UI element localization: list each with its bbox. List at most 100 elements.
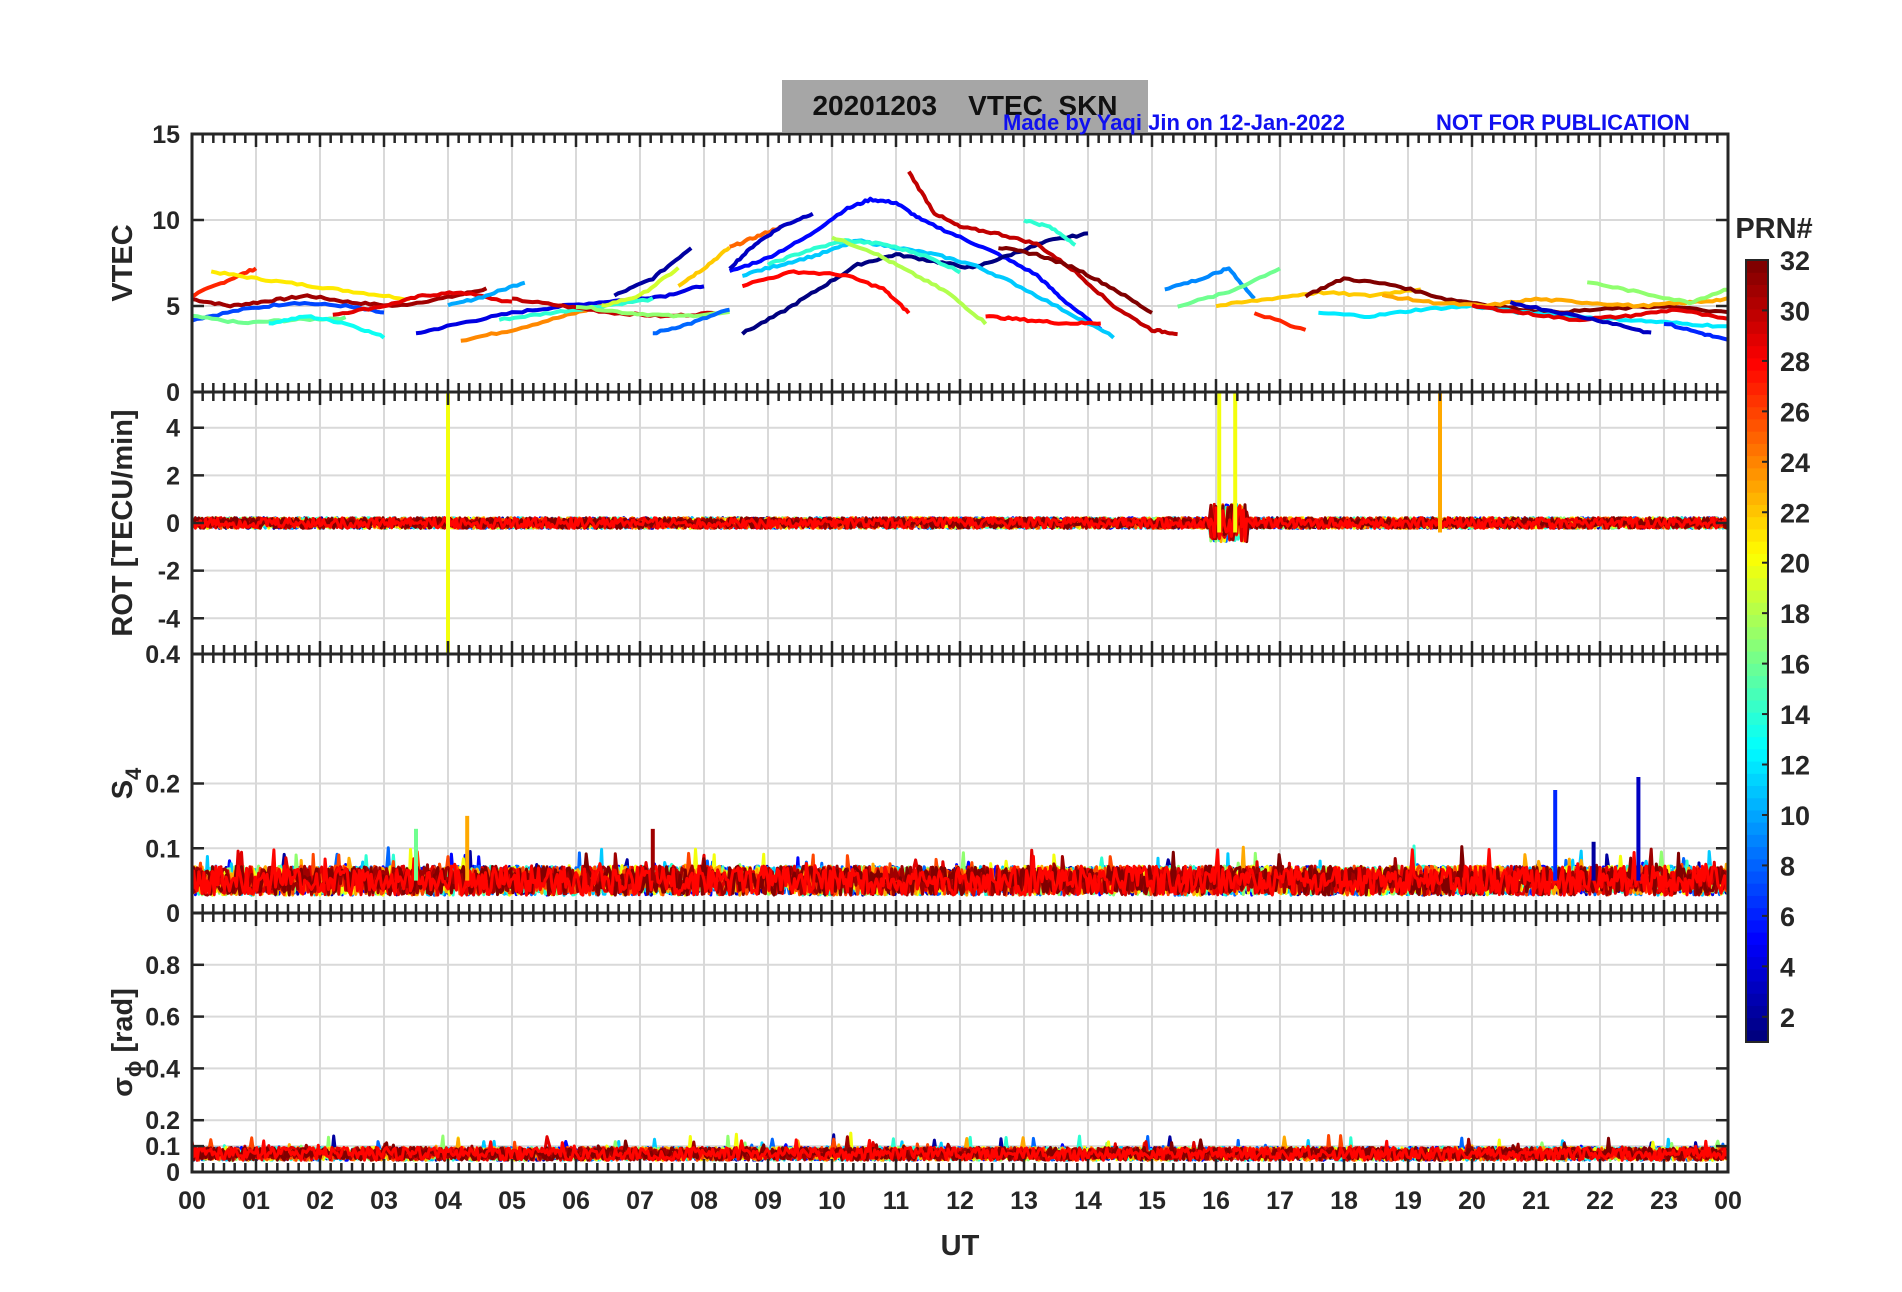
colorbar-cell bbox=[1746, 369, 1768, 383]
vtec-series-prn-19 bbox=[601, 266, 680, 308]
colorbar-tick-label: 6 bbox=[1780, 902, 1795, 932]
vtec-series-prn-32 bbox=[998, 246, 1153, 315]
colorbar-label: PRN# bbox=[1735, 213, 1812, 245]
colorbar-cell bbox=[1746, 382, 1768, 396]
colorbar-cell bbox=[1746, 724, 1768, 738]
x-tick-label: 02 bbox=[306, 1187, 334, 1215]
title-box bbox=[782, 80, 1148, 132]
y-tick-label: 0.2 bbox=[145, 771, 180, 799]
colorbar-tick-label: 10 bbox=[1780, 801, 1810, 831]
colorbar-cell bbox=[1746, 638, 1768, 652]
y-axis-label-s4: S4 bbox=[107, 767, 146, 799]
colorbar-cell bbox=[1746, 333, 1768, 347]
series-group bbox=[192, 1131, 1728, 1162]
vtec-series-prn-7 bbox=[192, 301, 385, 323]
y-axis-label-rot: ROT [TECU/min] bbox=[107, 409, 139, 636]
colorbar-tick-label: 4 bbox=[1780, 952, 1795, 982]
colorbar-cell bbox=[1746, 308, 1768, 322]
vtec-series-prn-8 bbox=[652, 307, 730, 336]
colorbar-cell bbox=[1746, 748, 1768, 762]
colorbar-cell bbox=[1746, 736, 1768, 750]
vtec-series-prn-9 bbox=[1164, 266, 1256, 300]
colorbar-cell bbox=[1746, 577, 1768, 591]
colorbar-cell bbox=[1746, 504, 1768, 518]
colorbar-cell bbox=[1746, 809, 1768, 823]
colorbar-tick-label: 28 bbox=[1780, 347, 1810, 377]
vtec-series-prn-2 bbox=[613, 246, 693, 298]
vtec-series-prn-29 bbox=[332, 290, 513, 317]
y-tick-label: 0.1 bbox=[145, 835, 180, 863]
x-axis-label: UT bbox=[941, 1230, 980, 1262]
x-tick-label: 14 bbox=[1074, 1187, 1102, 1215]
colorbar-cell bbox=[1746, 516, 1768, 530]
x-tick-label: 04 bbox=[434, 1187, 462, 1215]
vtec-series-prn-17 bbox=[1586, 280, 1728, 306]
colorbar-cell bbox=[1746, 553, 1768, 567]
colorbar-tick-label: 20 bbox=[1780, 549, 1810, 579]
colorbar-cell bbox=[1746, 980, 1768, 994]
x-tick-label: 19 bbox=[1394, 1187, 1422, 1215]
colorbar-cell bbox=[1746, 541, 1768, 554]
x-tick-label: 13 bbox=[1010, 1187, 1038, 1215]
vtec-series-prn-14 bbox=[498, 296, 654, 322]
x-tick-label: 15 bbox=[1138, 1187, 1166, 1215]
x-tick-label: 22 bbox=[1586, 1187, 1614, 1215]
colorbar-cell bbox=[1746, 944, 1768, 958]
x-tick-label: 01 bbox=[242, 1187, 270, 1215]
credit-text: Made by Yaqi Jin on 12-Jan-2022 bbox=[1003, 110, 1345, 135]
colorbar-cell bbox=[1746, 919, 1768, 933]
y-axis-label-subscript: 4 bbox=[121, 767, 146, 780]
y-tick-label: 0 bbox=[166, 379, 180, 407]
x-tick-label: 00 bbox=[1714, 1187, 1742, 1215]
vtec-series-prn-18 bbox=[831, 235, 988, 326]
colorbar-cell bbox=[1746, 614, 1768, 628]
sigma_phi-series-prn-28 bbox=[192, 1138, 1728, 1162]
x-tick-label: 00 bbox=[178, 1187, 206, 1215]
y-tick-label: 5 bbox=[166, 293, 180, 321]
x-tick-label: 05 bbox=[498, 1187, 526, 1215]
colorbar-tick-label: 26 bbox=[1780, 397, 1810, 427]
colorbar-cell bbox=[1746, 858, 1768, 872]
colorbar-cell bbox=[1746, 345, 1768, 359]
colorbar-cell bbox=[1746, 1029, 1768, 1043]
colorbar-cell bbox=[1746, 528, 1768, 542]
colorbar-cell bbox=[1746, 675, 1768, 689]
colorbar-cell bbox=[1746, 394, 1768, 408]
colorbar-cell bbox=[1746, 357, 1768, 371]
y-tick-label: 0 bbox=[166, 900, 180, 928]
y-tick-label-top: 0.4 bbox=[145, 641, 180, 669]
colorbar-cell bbox=[1746, 296, 1768, 310]
colorbar-cell bbox=[1746, 418, 1768, 432]
y-tick-label: -4 bbox=[158, 605, 180, 633]
x-tick-label: 11 bbox=[883, 1187, 910, 1215]
panel-s4: 0 0.1 0.2 0.4 S4 bbox=[107, 641, 1730, 928]
panel-rot: -4 -2 0 2 4 ROT [TECU/min] bbox=[107, 390, 1730, 656]
y-tick-label: 10 bbox=[152, 207, 180, 235]
y-tick-label: 4 bbox=[166, 415, 180, 443]
colorbar-tick-label: 2 bbox=[1780, 1003, 1795, 1033]
vtec-series-prn-22 bbox=[677, 246, 731, 288]
y-tick-label: 0.6 bbox=[145, 1004, 180, 1032]
vtec-series-prn-27 bbox=[192, 266, 258, 299]
vtec-series-prn-3 bbox=[1509, 300, 1652, 335]
x-tick-label: 08 bbox=[690, 1187, 718, 1215]
colorbar-cell bbox=[1746, 479, 1768, 493]
colorbar-cell bbox=[1746, 492, 1768, 505]
vtec-series-prn-31 bbox=[192, 286, 488, 309]
colorbar-tick-label: 30 bbox=[1780, 296, 1810, 326]
colorbar-cell bbox=[1746, 663, 1768, 677]
y-tick-label: 0.4 bbox=[145, 1055, 180, 1083]
sigma_phi-series-prn-32 bbox=[192, 1136, 1728, 1162]
x-tick-label: 18 bbox=[1330, 1187, 1358, 1215]
colorbar-cell bbox=[1746, 1005, 1768, 1019]
vtec-series-prn-30 bbox=[907, 170, 1178, 337]
colorbar-cell bbox=[1746, 455, 1768, 469]
colorbar-cell bbox=[1746, 431, 1768, 444]
vtec-series-prn-29 bbox=[1471, 303, 1728, 323]
colorbar-cell bbox=[1746, 589, 1768, 603]
y-tick-label: 0.1 bbox=[145, 1133, 180, 1161]
y-tick-label: 0 bbox=[166, 510, 180, 538]
colorbar-cell bbox=[1746, 687, 1768, 701]
series-group bbox=[192, 170, 1728, 343]
